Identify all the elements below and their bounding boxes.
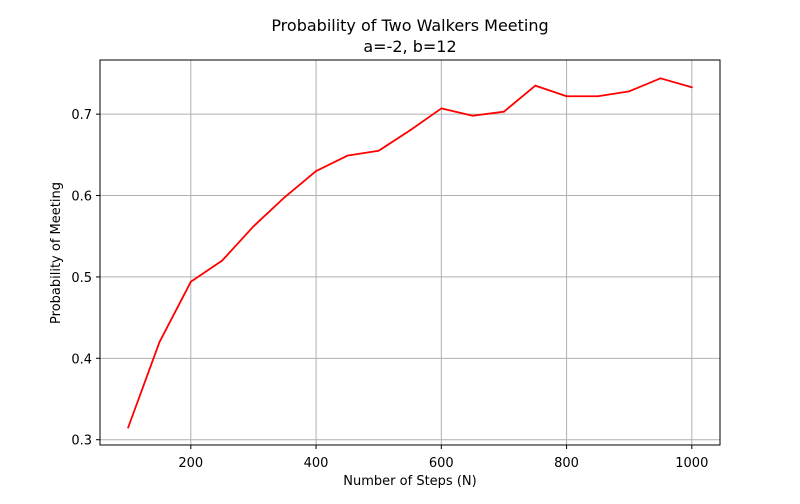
- grid: [100, 60, 720, 445]
- data-point: [127, 426, 130, 429]
- x-tick-label: 200: [178, 456, 203, 471]
- data-point: [659, 77, 662, 80]
- y-tick-label: 0.4: [71, 352, 92, 367]
- data-point: [503, 110, 505, 113]
- series-lines: [127, 77, 693, 429]
- data-point: [346, 154, 349, 157]
- data-point: [440, 107, 443, 110]
- x-axis-label: Number of Steps (N): [343, 474, 476, 489]
- data-point: [315, 170, 317, 173]
- data-point: [596, 95, 599, 98]
- data-point: [534, 84, 537, 87]
- data-point: [221, 259, 224, 262]
- y-tick-label: 0.3: [71, 434, 92, 449]
- data-point: [189, 280, 192, 283]
- y-axis-label: Probability of Meeting: [49, 182, 64, 324]
- y-tick-label: 0.5: [71, 271, 92, 286]
- data-point: [158, 341, 161, 343]
- chart-subtitle: a=-2, b=12: [363, 37, 456, 56]
- x-tick-label: 600: [429, 456, 454, 471]
- data-point: [471, 114, 474, 117]
- data-point: [690, 86, 693, 89]
- data-point: [565, 95, 568, 98]
- y-tick-label: 0.7: [71, 108, 92, 123]
- y-tick-label: 0.6: [71, 190, 92, 205]
- data-point: [377, 149, 380, 152]
- x-tick-label: 1000: [675, 456, 708, 471]
- data-point: [283, 196, 286, 199]
- chart-title: Probability of Two Walkers Meeting: [271, 16, 548, 35]
- data-point: [409, 129, 411, 132]
- data-point: [252, 225, 255, 228]
- plot-frame: [99, 59, 721, 446]
- x-tick-label: 800: [554, 456, 579, 471]
- x-tick-label: 400: [304, 456, 329, 471]
- data-point: [628, 90, 631, 93]
- axis-ticks: 200 400 600 800 1000 0.3 0.4 0.5 0.6 0.7: [71, 108, 708, 471]
